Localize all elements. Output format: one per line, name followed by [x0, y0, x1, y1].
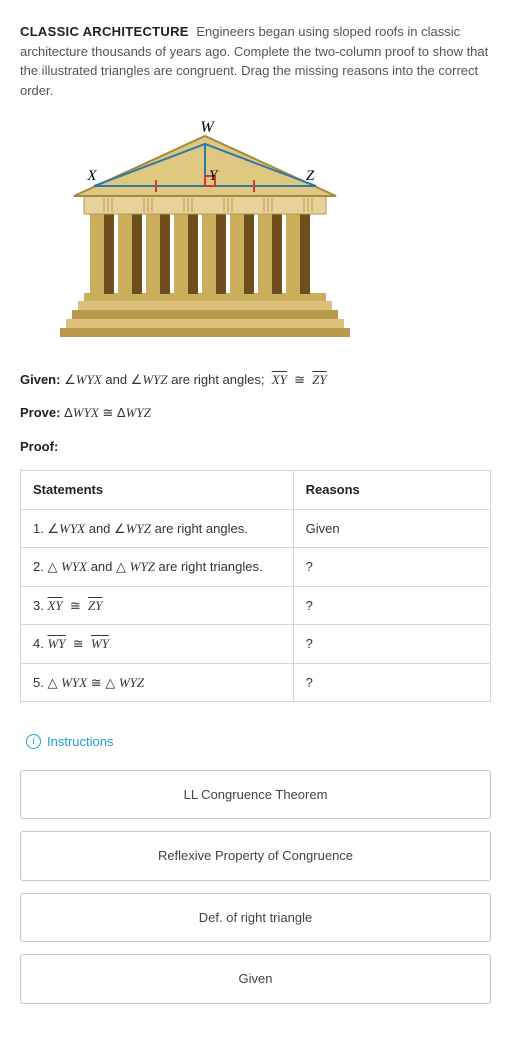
given-text: ∠WYX and ∠WYZ are right angles; XY ≅ ZY — [64, 372, 327, 387]
problem-intro: CLASSIC ARCHITECTURE Engineers began usi… — [20, 22, 491, 100]
stmt-cell: 3. XY ≅ ZY — [21, 586, 294, 625]
draggable-reason[interactable]: Def. of right triangle — [20, 893, 491, 943]
answer-bank: LL Congruence Theorem Reflexive Property… — [20, 770, 491, 1004]
proof-tbody: 1. ∠WYX and ∠WYZ are right angles. Given… — [21, 509, 491, 702]
given-row: Given: ∠WYX and ∠WYZ are right angles; X… — [20, 370, 491, 390]
stmt-cell: 4. WY ≅ WY — [21, 625, 294, 664]
table-row: 2. △ WYX and △ WYZ are right triangles. … — [21, 548, 491, 587]
th-reasons: Reasons — [293, 471, 490, 510]
given-label: Given: — [20, 372, 60, 387]
proof-label-row: Proof: — [20, 437, 491, 457]
label-X: X — [86, 168, 97, 184]
draggable-reason[interactable]: Reflexive Property of Congruence — [20, 831, 491, 881]
table-row: 1. ∠WYX and ∠WYZ are right angles. Given — [21, 509, 491, 548]
proof-table: Statements Reasons 1. ∠WYX and ∠WYZ are … — [20, 470, 491, 702]
table-row: 5. △ WYX ≅ △ WYZ ? — [21, 663, 491, 702]
instructions-link[interactable]: i Instructions — [26, 732, 491, 752]
reason-cell[interactable]: ? — [293, 548, 490, 587]
reason-cell[interactable]: ? — [293, 586, 490, 625]
prove-row: Prove: ΔWYX ≅ ΔWYZ — [20, 403, 491, 423]
reason-cell[interactable]: ? — [293, 663, 490, 702]
th-statements: Statements — [21, 471, 294, 510]
stmt-cell: 5. △ WYX ≅ △ WYZ — [21, 663, 294, 702]
temple-svg: W X Y Z — [60, 116, 350, 346]
label-W: W — [200, 119, 215, 136]
stmt-cell: 2. △ WYX and △ WYZ are right triangles. — [21, 548, 294, 587]
architecture-figure: W X Y Z — [60, 116, 491, 352]
table-row: 3. XY ≅ ZY ? — [21, 586, 491, 625]
stmt-cell: 1. ∠WYX and ∠WYZ are right angles. — [21, 509, 294, 548]
intro-lead: CLASSIC ARCHITECTURE — [20, 24, 189, 39]
draggable-reason[interactable]: Given — [20, 954, 491, 1004]
prove-text: ΔWYX ≅ ΔWYZ — [64, 405, 151, 420]
prove-label: Prove: — [20, 405, 60, 420]
info-icon: i — [26, 734, 41, 749]
label-Z: Z — [306, 168, 315, 184]
reason-cell[interactable]: ? — [293, 625, 490, 664]
reason-cell[interactable]: Given — [293, 509, 490, 548]
draggable-reason[interactable]: LL Congruence Theorem — [20, 770, 491, 820]
proof-label: Proof: — [20, 439, 58, 454]
table-row: 4. WY ≅ WY ? — [21, 625, 491, 664]
instructions-label: Instructions — [47, 732, 113, 752]
columns — [90, 212, 310, 294]
